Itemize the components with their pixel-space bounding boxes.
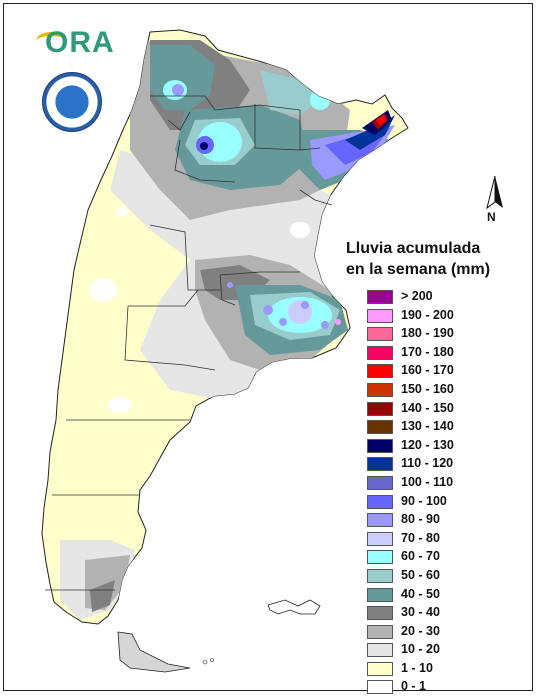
legend-label: 120 - 130 <box>401 437 454 452</box>
legend-swatch <box>367 494 393 509</box>
tierra-del-fuego <box>117 631 191 673</box>
legend-label: 110 - 120 <box>401 456 454 471</box>
legend-swatch <box>367 550 393 565</box>
legend-swatch <box>367 420 393 435</box>
legend-label: 1 - 10 <box>401 660 433 675</box>
legend-title-line-1: Lluvia acumulada <box>346 240 481 257</box>
smn-seal-icon <box>42 72 102 132</box>
legend-swatch <box>367 401 393 416</box>
ora-logo: ORA <box>45 26 115 59</box>
legend-swatch <box>367 661 393 676</box>
legend-swatch <box>367 568 393 583</box>
legend-swatch <box>367 290 393 304</box>
legend-label: 170 - 180 <box>401 344 454 359</box>
legend-swatch <box>367 345 393 360</box>
rainfall-zones <box>60 40 395 620</box>
malvinas-islands <box>267 599 321 615</box>
legend-label: 80 - 90 <box>401 512 440 527</box>
legend-label: 30 - 40 <box>401 605 440 620</box>
logo-arc-icon <box>36 32 66 50</box>
legend-label: 40 - 50 <box>401 586 440 601</box>
legend-title-line-2: en la semana (mm) <box>346 261 491 278</box>
legend-label: 10 - 20 <box>401 642 440 657</box>
legend-label: 0 - 1 <box>401 679 427 694</box>
legend-swatch <box>367 624 393 639</box>
legend-swatch <box>367 475 393 490</box>
legend-label: 180 - 190 <box>401 326 454 341</box>
legend-label: 150 - 160 <box>401 381 454 396</box>
legend-swatch <box>367 438 393 453</box>
legend-label: 60 - 70 <box>401 549 440 564</box>
legend-label: 130 - 140 <box>401 419 454 434</box>
legend-label: 20 - 30 <box>401 623 440 638</box>
north-arrow-icon <box>486 175 503 210</box>
legend-swatch <box>367 382 393 397</box>
north-label: N <box>487 210 496 224</box>
legend-label: 70 - 80 <box>401 530 440 545</box>
legend-swatch <box>367 680 393 695</box>
legend-title: Lluvia acumulada en la semana (mm) <box>346 238 490 280</box>
legend-label: 50 - 60 <box>401 567 440 582</box>
legend-swatch <box>367 587 393 602</box>
legend-label: 160 - 170 <box>401 363 454 378</box>
legend-swatch <box>367 327 393 342</box>
legend-label: 140 - 150 <box>401 400 454 415</box>
legend-swatch <box>367 457 393 472</box>
legend-label: > 200 <box>401 289 433 303</box>
legend-swatch <box>367 643 393 658</box>
legend-label: 90 - 100 <box>401 493 447 508</box>
legend-label: 190 - 200 <box>401 307 454 322</box>
legend-swatch <box>367 513 393 528</box>
province-boundaries <box>45 95 333 591</box>
legend-swatch <box>367 364 393 379</box>
legend-swatch <box>367 308 393 323</box>
legend-swatch <box>367 606 393 621</box>
legend-label: 100 - 110 <box>401 474 454 489</box>
legend-swatch <box>367 531 393 546</box>
